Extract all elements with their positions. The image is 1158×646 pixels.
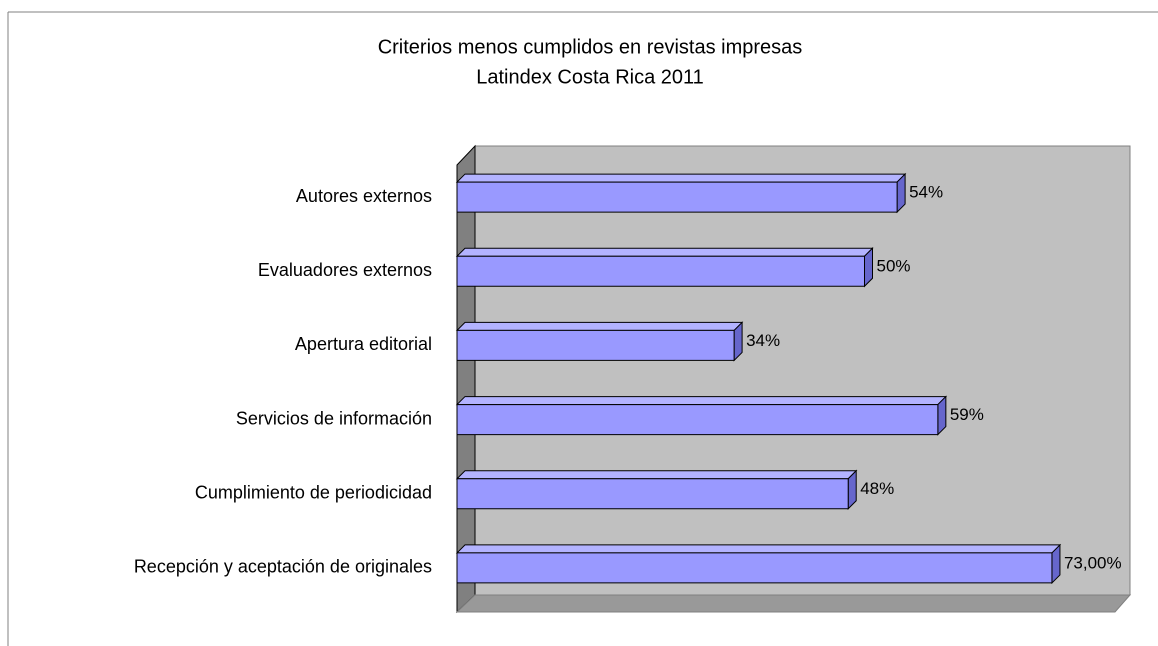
bar <box>455 172 907 214</box>
category-label: Apertura editorial <box>295 334 432 354</box>
value-label: 50% <box>877 257 911 276</box>
bar <box>455 247 874 288</box>
bar <box>455 543 1062 585</box>
bar-top <box>455 173 907 183</box>
category-label: Autores externos <box>296 186 432 206</box>
bar <box>455 395 948 436</box>
bar-top <box>455 544 1062 554</box>
bar-top <box>455 247 874 257</box>
bar-front <box>456 478 849 510</box>
value-label: 48% <box>860 479 894 498</box>
bar-top <box>455 396 948 406</box>
category-label: Evaluadores externos <box>258 260 432 280</box>
bar-front <box>456 404 939 436</box>
chart-title: Criterios menos cumplidos en revistas im… <box>378 36 803 58</box>
category-label: Recepción y aceptación de originales <box>134 557 432 577</box>
category-label: Cumplimiento de periodicidad <box>195 483 432 503</box>
bar-top <box>455 470 858 480</box>
value-label: 73,00% <box>1064 553 1122 572</box>
value-label: 54% <box>909 183 943 202</box>
bar-front <box>456 552 1053 584</box>
bar-front <box>456 181 898 213</box>
bar <box>455 469 858 510</box>
floor <box>455 594 1132 613</box>
side-wall <box>456 144 476 614</box>
value-label: 34% <box>746 331 780 350</box>
category-label: Servicios de información <box>236 408 432 428</box>
chart-subtitle: Latindex Costa Rica 2011 <box>476 66 704 88</box>
bar <box>455 321 744 362</box>
bar-front <box>456 255 865 287</box>
back-wall <box>474 145 1131 596</box>
value-label: 59% <box>950 405 984 424</box>
bar-front <box>456 329 735 361</box>
bar-top <box>455 321 744 331</box>
